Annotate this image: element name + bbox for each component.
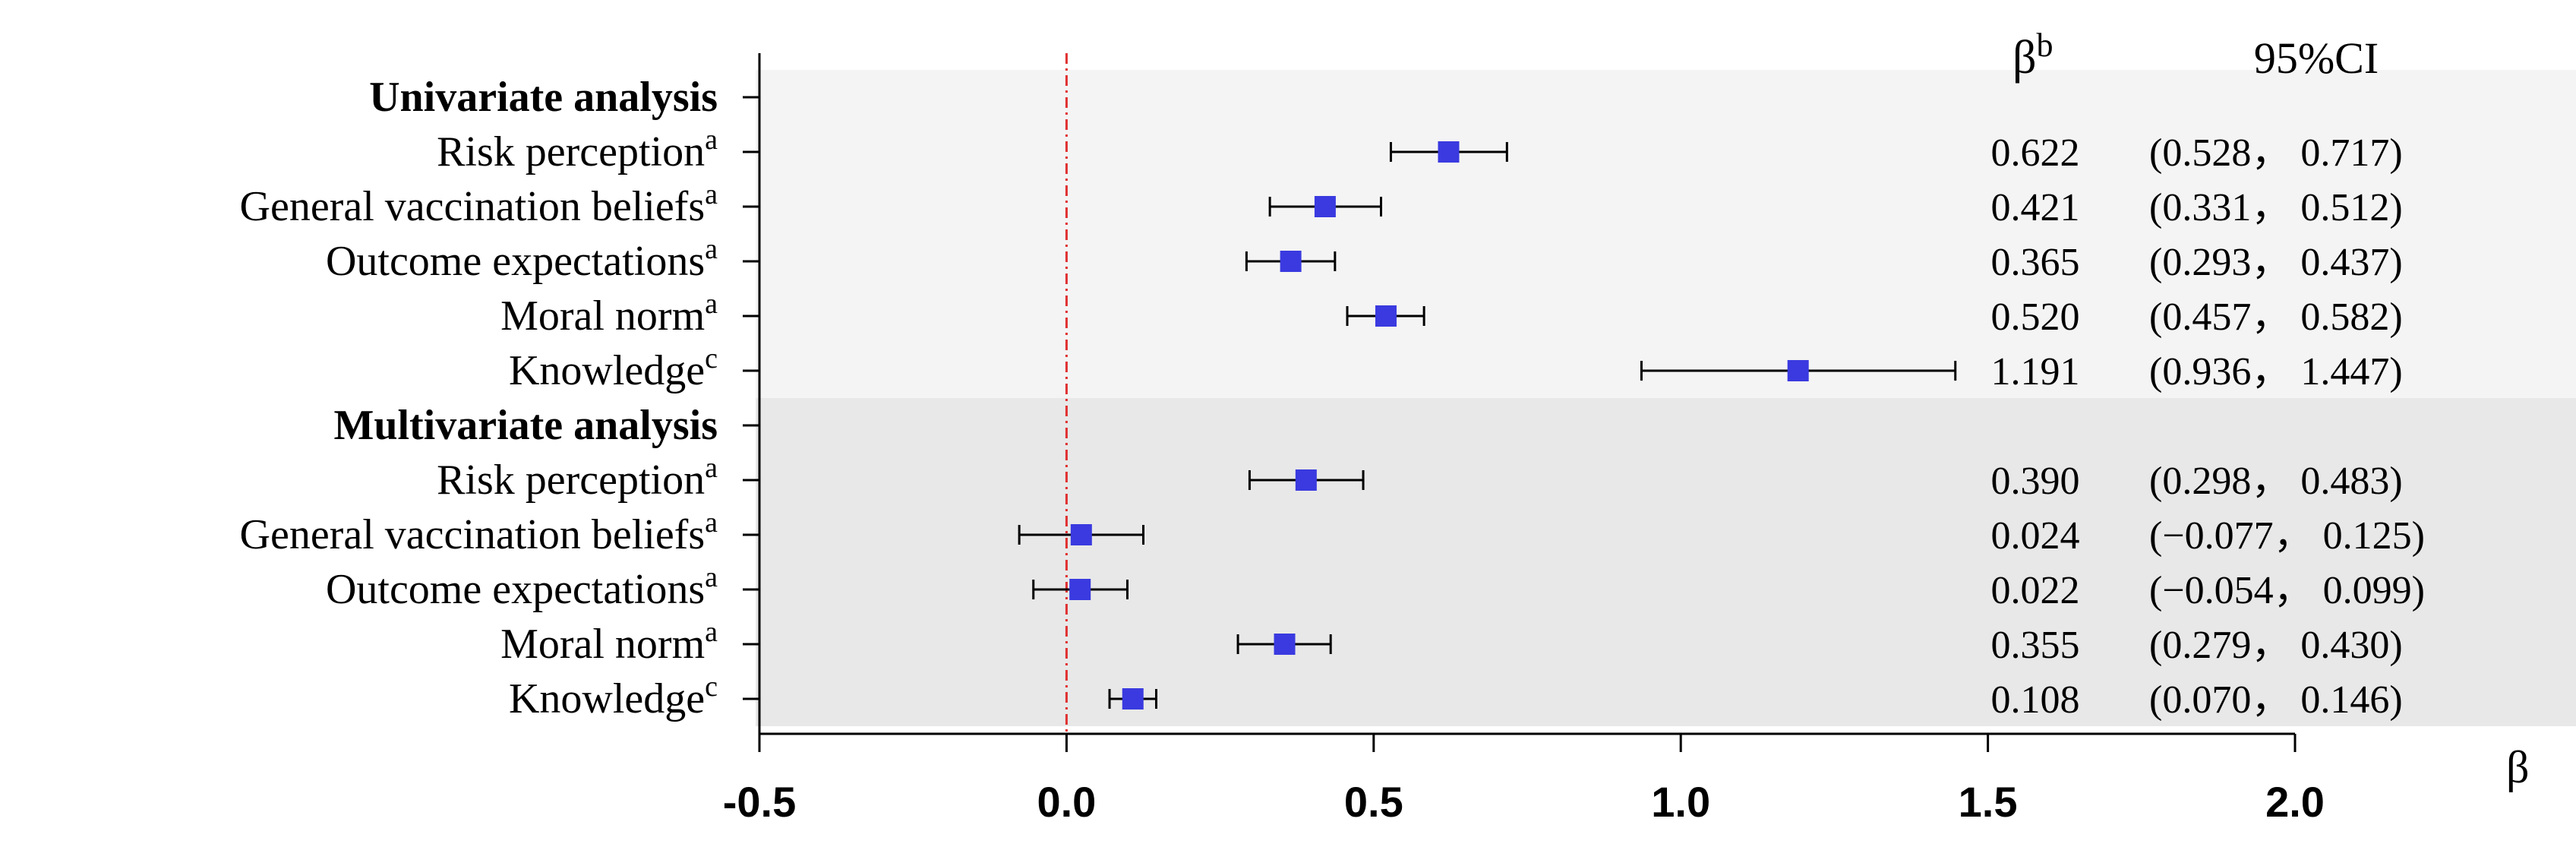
point-estimate-marker: [1295, 469, 1317, 491]
x-tick-label: -0.5: [723, 778, 797, 826]
group-header: Multivariate analysis: [333, 402, 718, 449]
row-label: Knowledgec: [509, 343, 718, 394]
row-label-text: Outcome expectations: [326, 566, 705, 613]
band-univariate: [756, 70, 2576, 398]
beta-column-header: βb: [2012, 27, 2054, 84]
ci-value: (0.457， 0.582): [2149, 296, 2403, 339]
forest-row: Knowledgec 0.108 (0.070， 0.146): [509, 671, 2403, 722]
x-tick-label: 0.5: [1344, 778, 1403, 826]
row-label-superscript: c: [705, 671, 718, 703]
ci-value: (0.331， 0.512): [2149, 186, 2403, 229]
x-tick-label: 1.5: [1959, 778, 2018, 826]
row-label-superscript: a: [705, 561, 718, 593]
row-label-superscript: a: [705, 288, 718, 320]
row-label-superscript: a: [705, 616, 718, 648]
forest-row: Moral norma 0.520 (0.457， 0.582): [500, 288, 2403, 340]
forest-row: Risk perceptiona 0.390 (0.298， 0.483): [437, 452, 2403, 504]
beta-value: 0.520: [1991, 296, 2080, 339]
row-label: Moral norma: [500, 288, 718, 340]
row-label: Knowledgec: [509, 671, 718, 722]
beta-value: 0.355: [1991, 624, 2080, 667]
beta-value: 0.390: [1991, 460, 2080, 503]
beta-value: 0.622: [1991, 131, 2080, 175]
row-label: Outcome expectationsa: [326, 233, 718, 285]
beta-value: 0.421: [1991, 186, 2080, 229]
row-label: Outcome expectationsa: [326, 561, 718, 613]
ci-value: (0.293， 0.437): [2149, 241, 2403, 284]
row-label-superscript: a: [705, 124, 718, 156]
beta-value: 0.022: [1991, 569, 2080, 612]
row-label: Risk perceptiona: [437, 452, 718, 504]
ci-value: (−0.077， 0.125): [2149, 514, 2425, 558]
x-tick-label: 0.0: [1037, 778, 1096, 826]
forest-row: Outcome expectationsa 0.022 (−0.054， 0.099…: [326, 561, 2425, 613]
point-estimate-marker: [1122, 688, 1144, 710]
forest-row: Risk perceptiona 0.622 (0.528， 0.717): [437, 124, 2403, 175]
row-label-text: Moral norm: [500, 621, 705, 668]
x-tick-label: 2.0: [2265, 778, 2325, 826]
background-bands: [756, 70, 2576, 726]
forest-row: General vaccination beliefsa 0.421 (0.331，…: [240, 179, 2403, 230]
point-estimate-marker: [1438, 141, 1460, 163]
point-estimate-marker: [1069, 579, 1091, 600]
row-label-text: Knowledge: [509, 675, 705, 722]
point-estimate-marker: [1070, 524, 1092, 545]
row-label-superscript: a: [705, 507, 718, 539]
point-estimate-marker: [1274, 634, 1296, 655]
row-label-text: Knowledge: [509, 347, 705, 394]
row-label-text: Outcome expectations: [326, 238, 705, 285]
row-label: Moral norma: [500, 616, 718, 668]
ci-column-header: 95%CI: [2254, 33, 2379, 83]
ci-value: (0.936， 1.447): [2149, 350, 2403, 393]
forest-row: Outcome expectationsa 0.365 (0.293， 0.437): [326, 233, 2403, 285]
forest-row: Knowledgec 1.191 (0.936， 1.447): [509, 343, 2403, 394]
beta-value: 0.024: [1991, 514, 2080, 558]
x-axis-label: β: [2506, 742, 2530, 792]
row-label-superscript: a: [705, 179, 718, 210]
point-estimate-marker: [1280, 251, 1302, 272]
ci-value: (−0.054， 0.099): [2149, 569, 2425, 612]
beta-value: 1.191: [1991, 350, 2080, 393]
band-multivariate: [756, 398, 2576, 726]
row-label-text: Risk perception: [437, 457, 705, 504]
row-label-text: General vaccination beliefs: [240, 183, 706, 230]
ci-value: (0.070， 0.146): [2149, 678, 2403, 722]
beta-header-symbol: β: [2012, 32, 2037, 84]
beta-value: 0.365: [1991, 241, 2080, 284]
ci-value: (0.298， 0.483): [2149, 460, 2403, 503]
group-header: Univariate analysis: [369, 74, 718, 121]
beta-value: 0.108: [1991, 678, 2080, 722]
beta-header-superscript: b: [2037, 27, 2054, 64]
ci-value: (0.528， 0.717): [2149, 131, 2403, 175]
ci-value: (0.279， 0.430): [2149, 624, 2403, 667]
row-label: Risk perceptiona: [437, 124, 718, 175]
row-label-text: Moral norm: [500, 292, 705, 340]
row-label-superscript: a: [705, 233, 718, 265]
row-label-text: General vaccination beliefs: [240, 511, 706, 558]
point-estimate-marker: [1787, 360, 1809, 381]
row-label: General vaccination beliefsa: [240, 179, 718, 230]
point-estimate-marker: [1314, 196, 1336, 217]
forest-row: Moral norma 0.355 (0.279， 0.430): [500, 616, 2403, 668]
point-estimate-marker: [1375, 305, 1397, 327]
x-tick-label: 1.0: [1651, 778, 1710, 826]
forest-row: General vaccination beliefsa 0.024 (−0.077…: [240, 507, 2425, 558]
x-axis: -0.5 0.0 0.5 1.0 1.5 2.0: [723, 53, 2325, 826]
row-label-superscript: c: [705, 343, 718, 375]
row-label: General vaccination beliefsa: [240, 507, 718, 558]
column-headers: βb 95%CI: [2012, 27, 2379, 84]
row-label-text: Risk perception: [437, 128, 705, 175]
row-label-superscript: a: [705, 452, 718, 484]
